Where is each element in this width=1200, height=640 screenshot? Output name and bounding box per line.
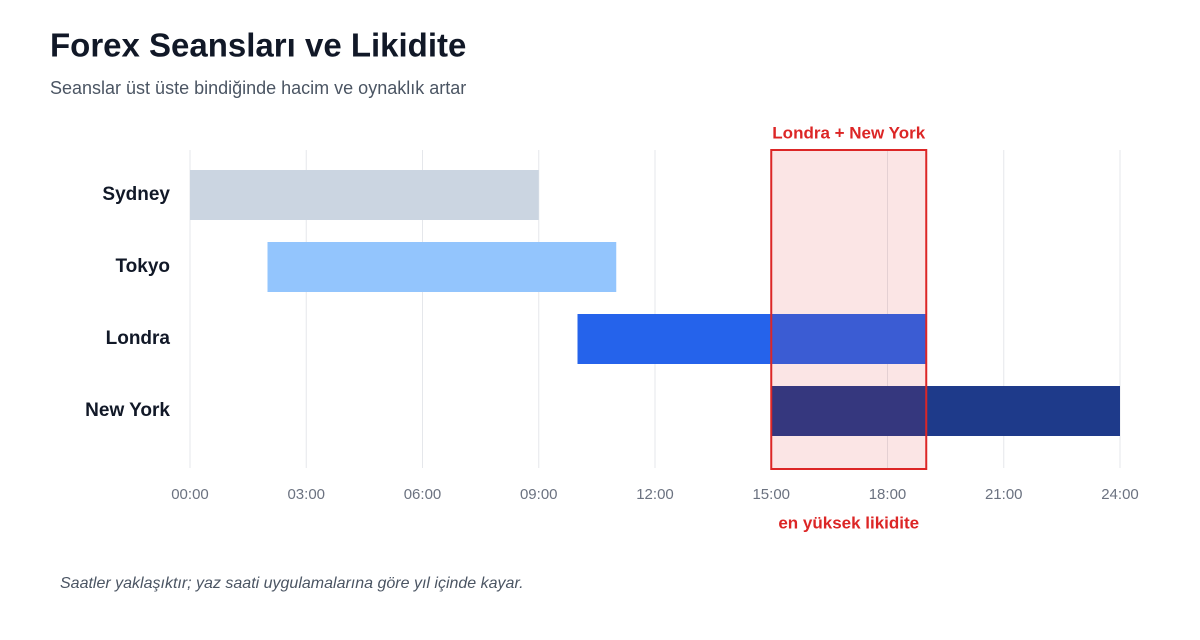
- x-tick-label: 15:00: [752, 486, 790, 503]
- footnote: Saatler yaklaşıktır; yaz saati uygulamal…: [60, 575, 524, 592]
- x-tick-label: 09:00: [520, 486, 558, 503]
- x-tick-label: 03:00: [287, 486, 325, 503]
- bar: [771, 386, 1120, 436]
- x-tick-label: 18:00: [869, 486, 907, 503]
- x-tick-label: 06:00: [404, 486, 442, 503]
- category-label: Tokyo: [115, 256, 170, 277]
- x-tick-label: 12:00: [636, 486, 674, 503]
- bar: [267, 242, 617, 292]
- x-tick-label: 24:00: [1101, 486, 1139, 503]
- highlight-note: en yüksek likidite: [778, 513, 919, 532]
- highlight-label: Londra + New York: [772, 123, 925, 142]
- bar: [577, 314, 927, 364]
- highlight-region: [770, 149, 928, 470]
- chart-subtitle: Seanslar üst üste bindiğinde hacim ve oy…: [50, 78, 466, 98]
- x-tick-label: 00:00: [171, 486, 209, 503]
- bar: [190, 170, 539, 220]
- x-tick-label: 21:00: [985, 486, 1023, 503]
- category-label: Londra: [106, 328, 171, 349]
- category-label: New York: [85, 400, 170, 421]
- category-label: Sydney: [102, 184, 170, 205]
- chart-title: Forex Seansları ve Likidite: [50, 27, 466, 64]
